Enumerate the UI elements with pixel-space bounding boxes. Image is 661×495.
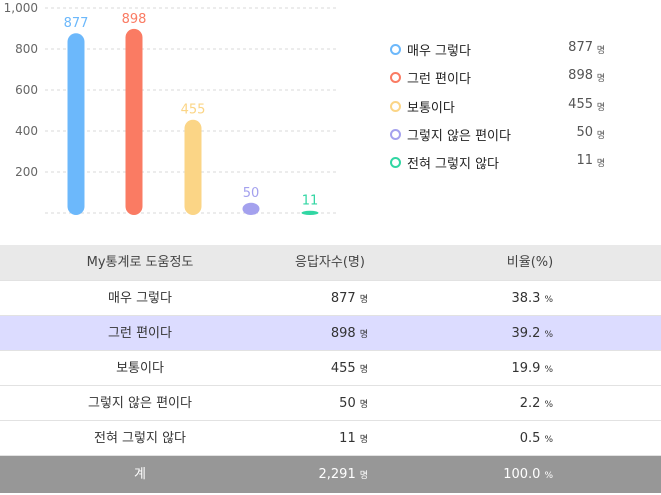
y-tick-label: 600	[15, 83, 38, 97]
table-row: 그런 편이다 898 명 39.2%	[0, 316, 661, 351]
header-category: My통계로 도움정도	[86, 255, 194, 270]
legend-label: 보통이다	[407, 100, 455, 116]
chart-area: 200 400 600 800 1,000 877 898 455 50 11 매우 그렇다 87…	[0, 0, 661, 240]
table-total-row: 계 2,291 명 100.0%	[0, 456, 661, 493]
bar	[242, 202, 260, 215]
bar-value-label: 50	[243, 186, 260, 201]
legend-item: 그런 편이다 898 명	[390, 66, 605, 94]
header-ratio: 비율(%)	[506, 255, 554, 270]
legend-marker	[390, 72, 401, 84]
legend-unit: 명	[596, 46, 605, 56]
row-ratio: 38.3%	[511, 291, 553, 306]
header-count: 응답자수(명)	[295, 255, 365, 270]
row-label: 보통이다	[116, 361, 164, 376]
row-label: 전혀 그렇지 않다	[94, 431, 186, 446]
row-ratio: 2.2%	[519, 396, 553, 411]
legend-marker	[390, 44, 401, 55]
legend-value: 898	[568, 68, 593, 84]
legend-value: 877	[568, 40, 593, 55]
legend-unit: 명	[596, 159, 605, 170]
row-count: 11 명	[339, 431, 368, 446]
legend-label: 그런 편이다	[407, 72, 471, 88]
legend-value: 50	[576, 124, 593, 140]
table-header-row: My통계로 도움정도 응답자수(명) 비율(%)	[0, 245, 661, 281]
y-tick-label: 200	[15, 165, 38, 179]
table-row: 그렇지 않은 편이다 50 명 2.2%	[0, 386, 661, 421]
legend-label: 매우 그렇다	[407, 44, 471, 59]
row-label: 그렇지 않은 편이다	[88, 396, 192, 411]
total-count: 2,291 명	[318, 467, 369, 482]
row-ratio: 0.5%	[519, 431, 553, 446]
bar	[184, 119, 202, 215]
legend-unit: 명	[596, 130, 605, 141]
stats-table: My통계로 도움정도 응답자수(명) 비율(%) 매우 그렇다 877 명 38.…	[0, 245, 661, 493]
chart-legend: 매우 그렇다 877 명 그런 편이다 898 명 보통이다 455 명 그렇지…	[390, 38, 605, 179]
row-count: 50 명	[339, 396, 368, 411]
row-count: 455 명	[330, 361, 368, 376]
y-tick-label: 1,000	[4, 1, 38, 15]
legend-marker	[390, 128, 401, 140]
legend-label: 전혀 그렇지 않다	[407, 157, 499, 173]
legend-marker	[390, 157, 401, 169]
bar-value-label: 11	[302, 194, 319, 209]
legend-label: 그렇지 않은 편이다	[407, 128, 511, 144]
bar	[125, 28, 143, 215]
legend-value: 455	[568, 96, 593, 112]
legend-item: 보통이다 455 명	[390, 95, 605, 123]
legend-item: 그렇지 않은 편이다 50 명	[390, 123, 605, 151]
table-row: 매우 그렇다 877 명 38.3%	[0, 281, 661, 316]
bar-value-label: 898	[122, 12, 147, 27]
table-row: 보통이다 455 명 19.9%	[0, 351, 661, 386]
legend-unit: 명	[596, 74, 605, 85]
bar-chart: 200 400 600 800 1,000 877 898 455 50 11	[4, 1, 338, 216]
row-ratio: 39.2%	[511, 326, 553, 341]
y-tick-label: 400	[15, 124, 38, 138]
bar	[301, 210, 319, 215]
row-ratio: 19.9%	[511, 361, 553, 376]
total-ratio: 100.0%	[503, 467, 553, 482]
legend-item: 매우 그렇다 877 명	[390, 38, 605, 66]
row-label: 그런 편이다	[108, 326, 172, 341]
bar-value-label: 455	[181, 103, 206, 118]
y-tick-label: 800	[15, 42, 38, 56]
total-label: 계	[134, 467, 146, 482]
legend-item: 전혀 그렇지 않다 11 명	[390, 151, 605, 179]
row-count: 877 명	[330, 291, 368, 306]
table-row: 전혀 그렇지 않다 11 명 0.5%	[0, 421, 661, 456]
legend-unit: 명	[596, 102, 605, 113]
row-count: 898 명	[330, 326, 368, 341]
bar-value-label: 877	[64, 16, 89, 31]
legend-marker	[390, 100, 401, 112]
legend-value: 11	[576, 153, 593, 169]
bar	[67, 33, 85, 216]
row-label: 매우 그렇다	[108, 291, 172, 306]
